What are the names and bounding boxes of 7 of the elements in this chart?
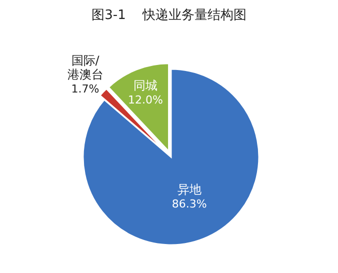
slice-label: 异地	[177, 182, 202, 196]
data-label: 86.3%	[172, 197, 207, 210]
slice-label: 国际/港澳台	[67, 53, 104, 82]
data-label: 12.0%	[128, 93, 163, 106]
data-label: 1.7%	[71, 82, 100, 96]
slice-label: 同城	[133, 78, 158, 92]
chart-title: 图3-1 快递业务量结构图	[90, 7, 248, 24]
